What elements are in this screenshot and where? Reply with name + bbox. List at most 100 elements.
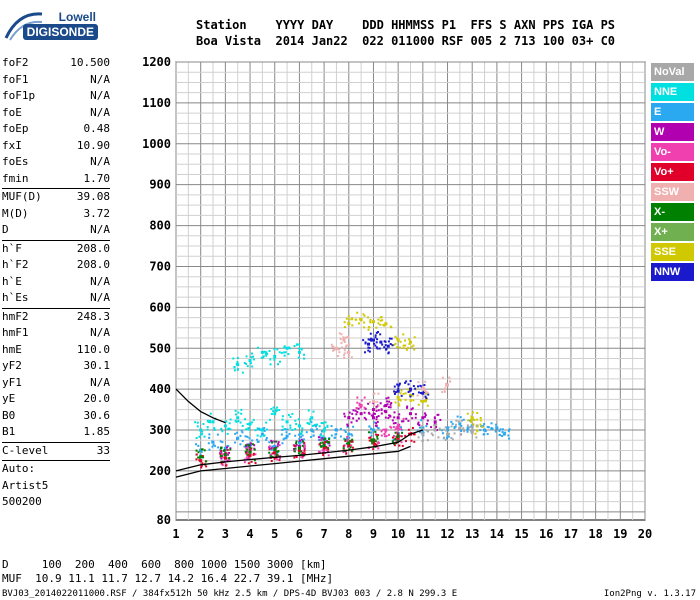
data-point xyxy=(328,438,331,441)
data-point xyxy=(423,389,426,392)
data-point xyxy=(298,437,301,440)
data-point xyxy=(439,428,442,431)
data-point xyxy=(250,447,253,450)
data-point xyxy=(271,452,274,455)
data-point xyxy=(241,440,244,443)
data-point xyxy=(217,446,220,449)
data-point xyxy=(344,439,347,442)
data-point xyxy=(226,445,229,448)
x-tick-label: 20 xyxy=(638,527,652,541)
data-point xyxy=(301,451,304,454)
data-point xyxy=(312,430,315,433)
data-point xyxy=(243,418,246,421)
data-point xyxy=(368,401,371,404)
param-value: 30.6 xyxy=(83,408,111,422)
data-point xyxy=(229,448,232,451)
param-separator xyxy=(2,441,110,443)
data-point xyxy=(235,420,238,423)
data-point xyxy=(276,454,279,457)
data-point xyxy=(236,416,240,420)
data-point xyxy=(371,438,375,442)
data-point xyxy=(499,428,502,431)
y-tick-label: 200 xyxy=(149,464,171,478)
data-point xyxy=(340,333,343,336)
data-point xyxy=(283,428,286,431)
data-point xyxy=(423,400,426,403)
data-point xyxy=(347,441,351,445)
param-key: foF1 xyxy=(2,72,29,86)
data-point xyxy=(351,449,354,452)
legend-item-sse: SSE xyxy=(651,243,694,261)
data-point xyxy=(288,346,291,349)
data-point xyxy=(417,391,420,394)
data-point xyxy=(355,419,358,422)
data-point xyxy=(291,412,294,415)
data-point xyxy=(227,427,230,430)
data-point xyxy=(356,311,359,314)
data-point xyxy=(226,448,229,451)
muf-row: MUF 10.9 11.1 11.7 12.7 14.2 16.4 22.7 3… xyxy=(2,572,334,585)
param-value: 208.0 xyxy=(76,241,110,255)
data-point xyxy=(281,442,284,445)
data-point xyxy=(431,434,434,437)
data-point xyxy=(339,435,342,438)
data-point xyxy=(252,355,255,358)
data-point xyxy=(406,406,409,409)
data-point xyxy=(398,413,401,416)
data-point xyxy=(501,430,504,433)
data-point xyxy=(348,343,351,346)
data-point xyxy=(328,444,331,447)
data-point xyxy=(360,406,363,409)
data-point xyxy=(498,429,501,432)
data-point xyxy=(370,431,373,434)
data-point xyxy=(209,412,212,415)
data-point xyxy=(494,430,497,433)
data-point xyxy=(479,419,482,422)
data-point xyxy=(325,449,328,452)
data-point xyxy=(246,443,249,446)
data-point xyxy=(320,430,323,433)
data-point xyxy=(402,392,405,395)
data-point xyxy=(435,425,438,428)
data-point xyxy=(490,427,493,430)
data-point xyxy=(233,369,236,372)
data-point xyxy=(343,340,346,343)
data-point xyxy=(314,423,317,426)
distance-row: D 100 200 400 600 800 1000 1500 3000 [km… xyxy=(2,558,327,571)
data-point xyxy=(251,352,254,355)
data-point xyxy=(245,445,248,448)
data-point xyxy=(368,439,371,442)
param-value: N/A xyxy=(90,375,110,389)
data-point xyxy=(391,440,394,443)
data-point xyxy=(383,340,386,343)
data-point xyxy=(351,440,354,443)
data-point xyxy=(379,333,382,336)
data-point xyxy=(241,371,244,374)
data-point xyxy=(326,425,329,428)
data-point xyxy=(456,415,459,418)
data-point xyxy=(443,390,446,393)
data-point xyxy=(385,397,388,400)
data-point xyxy=(285,437,288,440)
data-point xyxy=(236,438,239,441)
data-point xyxy=(207,420,210,423)
data-point xyxy=(363,406,366,409)
y-tick-label: 900 xyxy=(149,178,171,192)
param-key: B1 xyxy=(2,425,16,438)
data-point xyxy=(359,319,362,322)
data-point xyxy=(271,445,274,448)
data-point xyxy=(298,433,301,436)
y-tick-label: 500 xyxy=(149,341,171,355)
data-point xyxy=(425,397,428,400)
data-point xyxy=(273,356,276,359)
data-point xyxy=(413,348,416,351)
param-row: foEp 0.48 xyxy=(2,121,110,138)
data-point xyxy=(446,383,450,387)
data-point xyxy=(241,424,244,427)
data-point xyxy=(393,385,396,388)
data-point xyxy=(450,420,453,423)
data-point xyxy=(347,438,350,441)
data-point xyxy=(318,425,321,428)
data-point xyxy=(350,433,353,436)
data-point xyxy=(375,326,378,329)
